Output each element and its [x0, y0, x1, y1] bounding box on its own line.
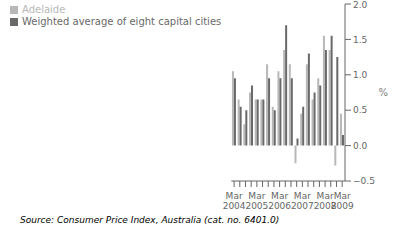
svg-text:%: % [378, 87, 388, 98]
svg-text:1.5: 1.5 [353, 35, 367, 45]
svg-text:Mar2005: Mar2005 [245, 191, 268, 211]
svg-text:Mar2009: Mar2009 [331, 191, 354, 211]
svg-text:1.0: 1.0 [353, 70, 368, 80]
html-text:Adelaide: Adelaide [22, 4, 66, 15]
html-text:Mar: Mar [316, 191, 334, 201]
svg-text:0.5: 0.5 [353, 105, 367, 115]
svg-text:Mar2004: Mar2004 [223, 191, 246, 211]
svg-text:−0.5: −0.5 [353, 176, 375, 186]
svg-text:0.0: 0.0 [353, 141, 368, 151]
svg-text:Mar2006: Mar2006 [268, 191, 291, 211]
html-text:Source: Consumer Price Index,: Source: Consumer Price Index, Australia … [20, 215, 280, 225]
html-text:Weighted average of eight capi: Weighted average of eight capital cities [22, 16, 222, 27]
svg-text:Mar2007: Mar2007 [291, 191, 314, 211]
svg-text:2.0: 2.0 [353, 0, 368, 10]
html-text:2008: 2008 [313, 201, 337, 211]
